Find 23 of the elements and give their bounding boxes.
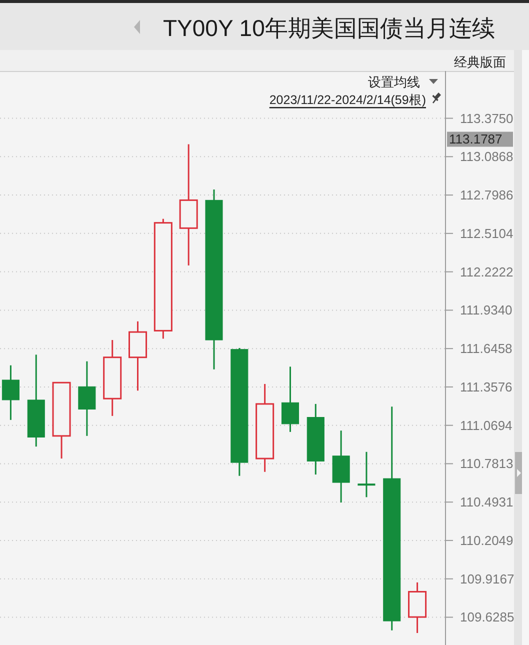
candlestick [281, 366, 299, 433]
y-tick-label: 109.9167 [460, 571, 514, 586]
text: 113.1787 [449, 132, 502, 147]
y-tick-label: 110.2049 [460, 532, 514, 548]
y-tick-label: 109.6285 [460, 610, 514, 625]
y-tick-label: 113.3750 [460, 110, 514, 126]
y-tick-label: 112.7986 [460, 188, 514, 203]
y-tick-label: 112.2222 [460, 264, 514, 280]
candlestick [78, 360, 96, 437]
annotation: 设置均线 [368, 74, 420, 90]
chart-title: TY00Y 10年期美国国债当月连续 [163, 15, 495, 41]
candlestick [2, 364, 20, 421]
y-tick-label: 113.0868 [460, 149, 514, 164]
text: 2023/11/22-2024/2/14(59根) [269, 93, 426, 107]
y-tick-label: 111.9340 [460, 302, 512, 318]
y-tick-label: 111.0694 [460, 418, 512, 433]
y-tick-label: 110.4931 [460, 494, 514, 510]
y-tick-label: 111.3576 [460, 379, 512, 394]
y-tick-label: 111.6458 [460, 341, 512, 356]
y-tick-label: 110.7813 [460, 456, 514, 472]
candlestick [358, 451, 376, 498]
text: 经典版面 [454, 54, 506, 70]
y-tick-label: 112.5104 [460, 226, 514, 241]
